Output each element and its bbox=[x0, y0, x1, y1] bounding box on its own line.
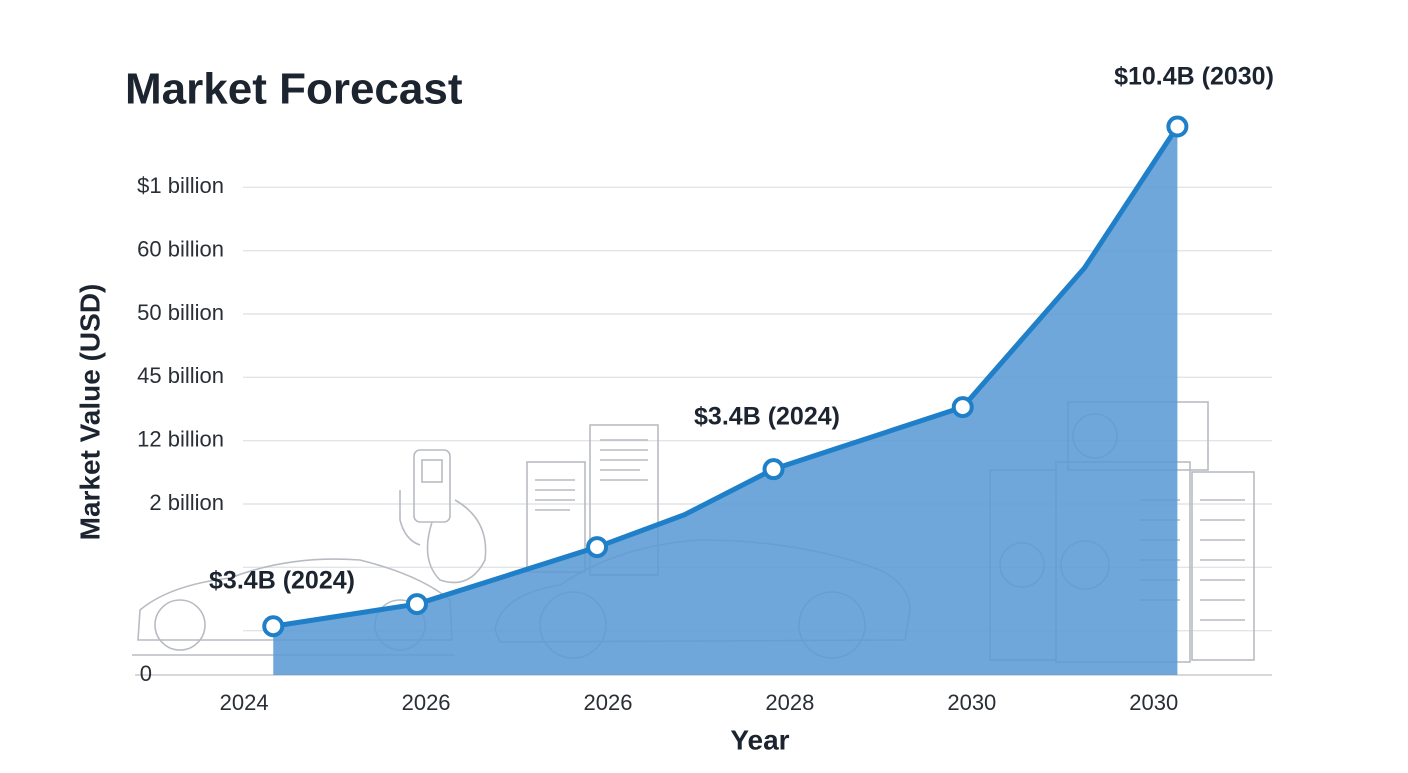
x-tick-label: 2026 bbox=[584, 690, 633, 715]
illustration-charger bbox=[399, 449, 487, 584]
marker bbox=[405, 593, 428, 616]
y-tick-label: 60 billion bbox=[137, 236, 224, 261]
x-tick-label: 2026 bbox=[402, 690, 451, 715]
marker bbox=[586, 536, 609, 559]
y-tick-label: 45 billion bbox=[137, 363, 224, 388]
chart-title: Market Forecast bbox=[125, 65, 463, 114]
y-axis-label: Market Value (USD) bbox=[74, 284, 105, 541]
x-axis-label: Year bbox=[730, 724, 789, 755]
annotation: $10.4B (2030) bbox=[1114, 63, 1274, 91]
x-tick-label: 2024 bbox=[220, 690, 269, 715]
marker bbox=[762, 458, 785, 481]
y-tick-label: 0 bbox=[140, 661, 152, 686]
annotation: $3.4B (2024) bbox=[209, 567, 355, 595]
marker bbox=[951, 396, 974, 419]
x-tick-label: 2028 bbox=[765, 690, 814, 715]
marker bbox=[262, 615, 285, 638]
y-tick-label: $1 billion bbox=[137, 173, 224, 198]
area bbox=[273, 126, 1178, 676]
y-tick-label: 12 billion bbox=[137, 426, 224, 451]
annotation: $3.4B (2024) bbox=[694, 403, 840, 431]
line bbox=[272, 125, 1180, 629]
x-tick-label: 2030 bbox=[947, 690, 996, 715]
y-tick-label: 50 billion bbox=[137, 300, 224, 325]
y-tick-label: 2 billion bbox=[149, 490, 224, 515]
x-tick-label: 2030 bbox=[1129, 690, 1178, 715]
marker bbox=[1166, 115, 1189, 138]
